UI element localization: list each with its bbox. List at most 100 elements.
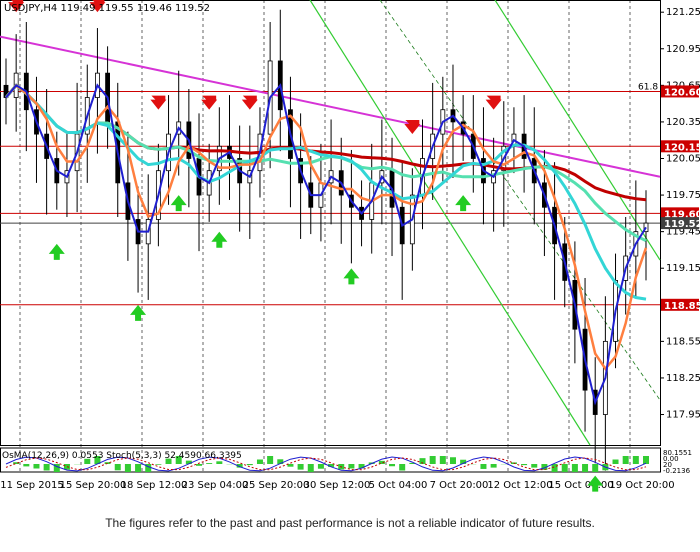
candle-body	[643, 222, 649, 233]
osma-bar	[145, 464, 152, 472]
osma-bar	[399, 464, 406, 471]
y-tick-label: 119.15	[666, 263, 700, 274]
magenta-trendline	[0, 35, 661, 178]
sell-arrow-icon	[89, 0, 106, 13]
y-tick-label: 120.35	[666, 117, 700, 128]
channel-line-1	[309, 0, 591, 446]
osma-bar	[612, 459, 619, 464]
osma-bar	[541, 464, 548, 470]
osma-bar	[114, 464, 121, 471]
osma-bar	[409, 462, 416, 464]
candle-body	[3, 84, 9, 98]
y-tick-label: 121.25	[666, 7, 700, 18]
osma-bar	[643, 456, 649, 464]
osma-bar	[490, 464, 497, 468]
osma-bar	[480, 464, 487, 469]
indicator-scale-label: 80.1551	[663, 449, 692, 457]
osma-bar	[104, 462, 111, 464]
level-label: 119.52	[664, 219, 700, 230]
osma-bar	[236, 464, 243, 468]
osma-bar	[389, 464, 396, 467]
osma-bar	[460, 459, 467, 464]
symbol-header: USDJPY,H4 119.49 119.55 119.46 119.52	[4, 3, 210, 14]
osma-bar	[449, 457, 456, 464]
y-tick-label: 119.75	[666, 190, 700, 201]
y-tick-label: 118.55	[666, 336, 700, 347]
osma-bar	[561, 464, 568, 472]
y-tick-label: 117.95	[666, 410, 700, 421]
level-label: 120.60	[664, 87, 700, 98]
level-label: 120.15	[664, 142, 700, 153]
x-tick-label: 30 Sep 12:00	[304, 480, 371, 491]
x-tick-label: 7 Oct 20:00	[430, 480, 489, 491]
sell-arrow-icon	[241, 95, 258, 110]
osma-bar	[307, 464, 314, 472]
sell-arrow-icon	[150, 95, 167, 110]
x-tick-label: 18 Sep 12:00	[121, 480, 188, 491]
osma-bar	[571, 464, 578, 472]
ma-fast-line	[5, 83, 647, 406]
buy-arrow-icon	[211, 231, 228, 248]
osma-bar	[84, 458, 91, 464]
buy-arrow-icon	[48, 243, 65, 260]
osma-bar	[439, 456, 446, 464]
osma-bar	[348, 464, 355, 469]
buy-arrow-icon	[455, 195, 472, 212]
osma-bar	[13, 462, 20, 464]
stoch-signal-line	[5, 457, 647, 471]
osma-bar	[267, 456, 274, 464]
sell-arrow-icon	[485, 95, 502, 110]
x-tick-label: 25 Sep 20:00	[243, 480, 310, 491]
osma-bar	[419, 458, 426, 464]
osma-bar	[277, 459, 284, 464]
disclaimer-text: The figures refer to the past and past p…	[105, 516, 595, 530]
level-badge	[661, 140, 699, 153]
level-badge	[661, 298, 699, 311]
osma-bar	[206, 463, 213, 464]
y-tick-label: 120.05	[666, 153, 700, 164]
stoch-main-line	[5, 456, 647, 472]
level-badge	[661, 85, 699, 98]
osma-bar	[135, 464, 142, 472]
sell-arrow-icon	[404, 120, 421, 135]
x-tick-label: 12 Oct 12:00	[487, 480, 552, 491]
ma-cyan-line	[4, 83, 647, 301]
osma-bar	[94, 456, 101, 464]
x-tick-label: 23 Sep 04:00	[182, 480, 249, 491]
osma-bar	[328, 464, 335, 467]
osma-bar	[317, 464, 324, 469]
osma-bar	[246, 464, 253, 466]
osma-bar	[33, 464, 40, 469]
osma-bar	[622, 456, 629, 464]
osma-bar	[63, 464, 70, 470]
osma-bar	[124, 464, 131, 472]
osma-bar	[155, 464, 162, 465]
osma-bar	[43, 464, 50, 471]
y-tick-label: 119.45	[666, 227, 700, 238]
level-badge	[661, 207, 699, 220]
osma-bar	[53, 464, 60, 472]
osma-bar	[287, 464, 294, 467]
osma-bar	[165, 458, 172, 464]
buy-arrow-icon	[343, 268, 360, 285]
osma-bar	[531, 464, 538, 468]
fib-label: 61.8	[638, 82, 658, 92]
osma-bar	[196, 464, 203, 466]
channel-line-2	[494, 0, 661, 261]
level-label: 118.85	[664, 301, 700, 312]
osma-bar	[429, 456, 436, 464]
sell-arrow-icon	[201, 95, 218, 110]
y-tick-label: 118.25	[666, 373, 700, 384]
buy-arrow-icon	[170, 195, 187, 212]
x-tick-label: 15 Oct 04:00	[548, 480, 613, 491]
osma-bar	[256, 459, 263, 464]
osma-bar	[23, 464, 30, 467]
osma-bar	[358, 464, 365, 469]
buy-arrow-icon	[130, 304, 147, 321]
osma-bar	[297, 464, 304, 470]
buy-arrow-icon	[587, 475, 604, 492]
indicator-scale-label: 0.00	[663, 455, 679, 463]
indicator-scale-label: 20	[663, 461, 672, 469]
